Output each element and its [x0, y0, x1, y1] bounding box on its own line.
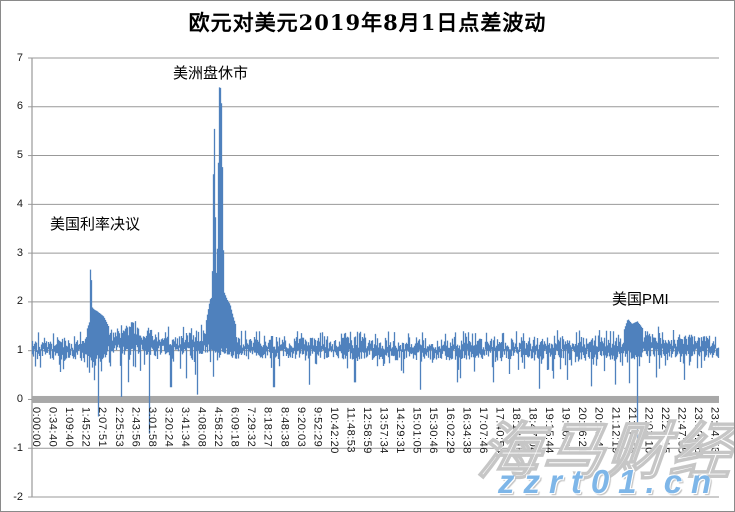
x-axis-label: 16:34:38: [460, 407, 473, 455]
x-axis-label: 19:46:50: [559, 407, 572, 455]
x-axis-label: 21:12:19: [609, 407, 622, 455]
x-axis-label: 0:00:00: [30, 407, 42, 448]
x-axis-label: 17:07:46: [476, 407, 489, 455]
x-axis-label: 19:15:44: [543, 407, 556, 455]
x-axis-label: 4:58:22: [212, 407, 225, 448]
x-axis-label: 9:20:03: [294, 407, 307, 448]
y-axis-label: 7: [16, 51, 23, 64]
x-axis-label: 6:09:18: [228, 407, 241, 448]
y-axis-label: -2: [13, 490, 23, 503]
x-axis-label: 1:09:40: [63, 407, 76, 448]
x-axis-label: 17:40:54: [493, 407, 506, 455]
x-axis-label: 2:43:56: [129, 407, 142, 448]
x-axis-label: 18:14:41: [509, 407, 522, 455]
chart-title: 欧元对美元2019年8月1日点差波动: [188, 10, 547, 35]
x-axis-label: 11:48:53: [344, 407, 357, 454]
x-axis-label: 0:34:40: [46, 407, 59, 448]
y-axis-label: 6: [16, 100, 23, 113]
y-axis-label: -1: [13, 441, 23, 454]
y-axis-label: 5: [16, 149, 23, 162]
x-axis-label: 22:24:15: [658, 407, 671, 455]
x-axis-label: 14:29:31: [394, 407, 407, 455]
x-axis-label: 7:29:32: [245, 407, 258, 448]
y-axis-label: 4: [16, 197, 23, 210]
x-axis-label: 12:58:59: [361, 407, 373, 455]
x-axis-label: 23:34:53: [708, 407, 721, 455]
y-axis-label: 1: [16, 344, 23, 357]
x-axis-label: 4:08:08: [195, 407, 208, 448]
x-axis-label: 15:30:46: [427, 407, 440, 455]
x-axis-label: 3:01:58: [145, 407, 158, 448]
x-axis-label: 18:47:04: [526, 407, 539, 455]
y-axis-label: 2: [16, 295, 23, 308]
x-axis-label: 8:48:38: [278, 407, 291, 448]
x-axis-label: 20:46:42: [592, 407, 605, 455]
x-axis-label: 21:37:49: [625, 407, 638, 455]
x-axis-label: 22:47:35: [675, 407, 688, 455]
event-annotation: 美洲盘休市: [173, 65, 249, 82]
x-axis-label: 15:01:05: [410, 407, 423, 455]
x-axis-label: 20:16:21: [576, 407, 589, 455]
x-axis-label: 1:45:22: [79, 407, 92, 448]
event-annotation: 美国利率决议: [50, 216, 141, 233]
x-axis-label: 22:03:10: [642, 407, 655, 455]
x-axis-label: 8:18:27: [261, 407, 274, 448]
watermark-site-url: zzrt01.cn: [498, 463, 721, 500]
y-axis-label: 0: [16, 392, 23, 405]
x-axis-label: 16:02:29: [443, 407, 456, 455]
x-axis-label: 2:25:53: [112, 407, 125, 448]
x-axis-label: 2:07:51: [96, 407, 109, 448]
x-axis-label: 23:09:06: [692, 407, 704, 455]
x-axis-label: 3:20:24: [162, 407, 175, 448]
y-axis-label: 3: [16, 246, 23, 259]
x-axis-label: 3:41:34: [178, 407, 191, 448]
x-axis-label: 9:52:29: [311, 407, 324, 448]
x-axis-label: 10:42:20: [327, 407, 340, 455]
event-annotation: 美国PMI: [612, 291, 669, 308]
x-axis-label: 13:57:34: [377, 407, 390, 455]
